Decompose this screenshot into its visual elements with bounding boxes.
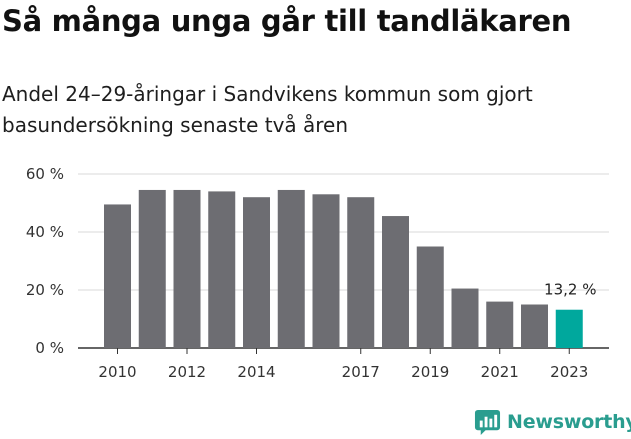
y-tick-label: 40 % bbox=[26, 223, 64, 241]
bar-2011 bbox=[138, 189, 166, 348]
grid-layer bbox=[78, 173, 609, 349]
x-tick-label: 2019 bbox=[411, 363, 449, 381]
bar-2019 bbox=[416, 246, 444, 348]
chart-title: Så många unga går till tandläkaren bbox=[2, 4, 572, 38]
label-layer: 0 % 20 % 40 % 60 % 2010 2012 2014 2017 2019 2021 2… bbox=[26, 165, 597, 381]
bar-2014 bbox=[243, 197, 270, 348]
brand-name: Newsworthy bbox=[507, 411, 631, 433]
x-tick-label: 2023 bbox=[550, 363, 588, 381]
bar-2023 bbox=[555, 309, 583, 348]
x-tick-label: 2012 bbox=[168, 363, 206, 381]
x-tick-label: 2014 bbox=[237, 363, 275, 381]
x-tick-label: 2021 bbox=[481, 363, 519, 381]
bar-layer bbox=[104, 189, 583, 348]
y-tick-label: 60 % bbox=[26, 165, 64, 183]
bar-2013 bbox=[208, 191, 236, 348]
bar-2015 bbox=[277, 189, 305, 348]
bar-2016 bbox=[312, 194, 340, 348]
bar-2018 bbox=[382, 216, 409, 348]
bar-2022 bbox=[521, 304, 548, 348]
bar-2012 bbox=[173, 189, 201, 348]
x-tick-label: 2017 bbox=[342, 363, 380, 381]
chart-subtitle: Andel 24–29-åringar i Sandvikens kommun … bbox=[2, 82, 533, 137]
bar-2010 bbox=[104, 204, 131, 348]
y-tick-label: 0 % bbox=[35, 339, 64, 357]
bar-2020 bbox=[451, 288, 479, 348]
x-tick-label: 2010 bbox=[98, 363, 136, 381]
bar-2021 bbox=[486, 301, 514, 348]
newsworthy-logo-icon bbox=[474, 409, 501, 435]
bar-chart: 0 % 20 % 40 % 60 % 2010 2012 2014 2017 2019 2021 2… bbox=[26, 165, 609, 381]
bar-2017 bbox=[347, 197, 375, 348]
brand-logo-block: Newsworthy bbox=[474, 407, 631, 437]
y-tick-label: 20 % bbox=[26, 281, 64, 299]
highlight-value-label: 13,2 % bbox=[544, 281, 596, 299]
